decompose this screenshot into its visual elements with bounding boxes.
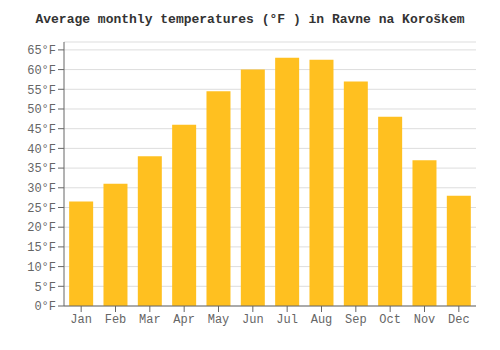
svg-text:5°F: 5°F [34, 281, 56, 295]
svg-text:65°F: 65°F [27, 44, 56, 58]
svg-text:Mar: Mar [139, 313, 161, 327]
svg-text:35°F: 35°F [27, 162, 56, 176]
svg-text:Jul: Jul [276, 313, 298, 327]
svg-text:10°F: 10°F [27, 261, 56, 275]
svg-text:20°F: 20°F [27, 221, 56, 235]
svg-text:50°F: 50°F [27, 103, 56, 117]
svg-text:0°F: 0°F [34, 300, 56, 314]
svg-text:40°F: 40°F [27, 143, 56, 157]
svg-text:45°F: 45°F [27, 123, 56, 137]
svg-text:Oct: Oct [379, 313, 401, 327]
svg-text:60°F: 60°F [27, 64, 56, 78]
svg-text:Nov: Nov [414, 313, 436, 327]
svg-text:May: May [208, 313, 230, 327]
svg-text:Jun: Jun [242, 313, 264, 327]
svg-text:Aug: Aug [311, 313, 333, 327]
svg-text:Dec: Dec [448, 313, 470, 327]
svg-text:55°F: 55°F [27, 84, 56, 98]
svg-text:Jan: Jan [70, 313, 92, 327]
svg-text:25°F: 25°F [27, 202, 56, 216]
svg-text:Feb: Feb [105, 313, 127, 327]
svg-text:Sep: Sep [345, 313, 367, 327]
svg-text:15°F: 15°F [27, 241, 56, 255]
html-text:Average monthly temperatures (: Average monthly temperatures (°F ) in Ra… [35, 12, 465, 27]
svg-text:30°F: 30°F [27, 182, 56, 196]
svg-text:Apr: Apr [173, 313, 195, 327]
